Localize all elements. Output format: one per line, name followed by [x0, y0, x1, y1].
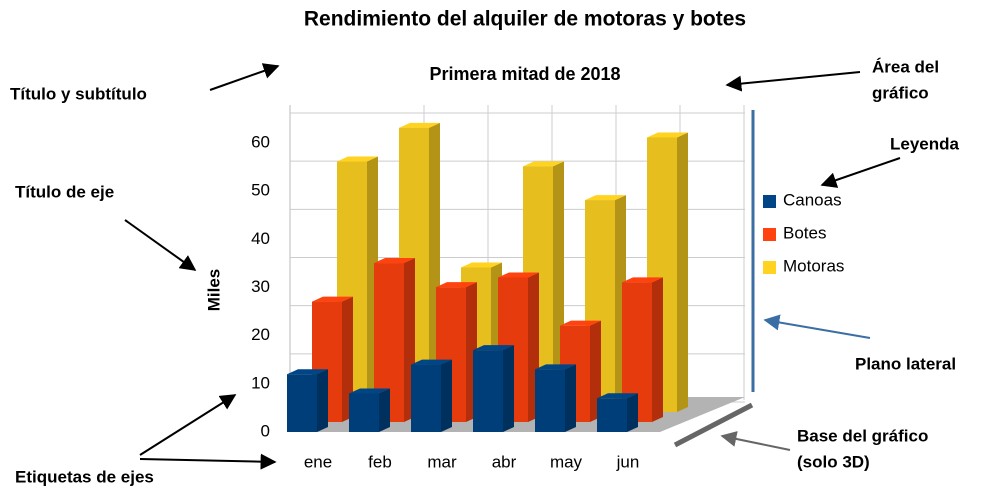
- bar: [411, 359, 452, 432]
- annotation: Leyenda: [890, 134, 960, 153]
- bar-front: [411, 364, 441, 432]
- bar-top: [312, 296, 353, 302]
- arrow: [725, 71, 861, 92]
- y-tick-label: 20: [251, 325, 270, 344]
- bar: [473, 345, 514, 432]
- bar-top: [560, 320, 601, 326]
- legend-swatch: [763, 261, 776, 274]
- x-tick-label: may: [550, 452, 583, 471]
- base-line: [673, 402, 754, 448]
- bar-top: [436, 282, 477, 288]
- bar-top: [349, 388, 390, 394]
- bar: [535, 364, 576, 432]
- bar-side: [379, 388, 390, 432]
- x-tick-label: abr: [492, 452, 517, 471]
- bar-top: [622, 277, 663, 283]
- bar-side: [503, 345, 514, 432]
- annotation: Base del gráfico: [797, 426, 928, 445]
- arrow: [720, 431, 791, 451]
- bar-top: [535, 364, 576, 370]
- bar-top: [498, 272, 539, 278]
- y-tick-label: 60: [251, 132, 270, 151]
- bar-front: [473, 350, 503, 432]
- annotation: Título y subtítulo: [10, 84, 147, 103]
- bar-side: [677, 132, 688, 412]
- bar-side: [565, 364, 576, 432]
- arrow: [820, 157, 901, 188]
- bar-top: [411, 359, 452, 365]
- y-tick-label: 0: [261, 421, 270, 440]
- bar-side: [652, 277, 663, 422]
- bar-top: [585, 195, 626, 201]
- chart-title: Rendimiento del alquiler de motoras y bo…: [304, 8, 746, 31]
- bar-side: [590, 320, 601, 422]
- bar-top: [287, 369, 328, 375]
- y-tick-label: 10: [251, 373, 270, 392]
- annotation: Título de eje: [15, 182, 114, 201]
- bar-front: [349, 393, 379, 432]
- legend-swatch: [763, 195, 776, 208]
- bar: [287, 369, 328, 432]
- arrow: [763, 314, 871, 339]
- bar-side: [627, 393, 638, 432]
- legend-swatch: [763, 228, 776, 241]
- y-axis-title: Miles: [204, 269, 223, 312]
- bar-top: [597, 393, 638, 399]
- bar-top: [647, 132, 688, 138]
- annotation: Área del: [872, 57, 939, 76]
- bar-side: [342, 296, 353, 422]
- annotation: gráfico: [872, 83, 929, 102]
- bar-top: [374, 258, 415, 264]
- bar-side: [441, 359, 452, 432]
- bar: [622, 277, 663, 422]
- bar: [597, 393, 638, 432]
- bar-front: [287, 374, 317, 432]
- bar-top: [399, 122, 440, 128]
- annotation: (solo 3D): [797, 452, 870, 471]
- x-tick-label: feb: [368, 452, 392, 471]
- legend-label: Motoras: [783, 256, 844, 275]
- arrow: [209, 63, 280, 91]
- legend-label: Botes: [783, 223, 826, 242]
- bar-front: [535, 369, 565, 432]
- bar-top: [337, 156, 378, 162]
- y-tick-label: 40: [251, 229, 270, 248]
- bar: [349, 388, 390, 432]
- chart-subtitle: Primera mitad de 2018: [429, 64, 620, 84]
- arrow: [139, 394, 237, 456]
- annotation: Plano lateral: [855, 354, 956, 373]
- x-tick-label: mar: [427, 452, 457, 471]
- arrow: [124, 219, 197, 271]
- bar-front: [597, 398, 627, 432]
- x-tick-label: jun: [616, 452, 640, 471]
- bar-top: [461, 262, 502, 268]
- bar-top: [523, 161, 564, 167]
- bar-side: [317, 369, 328, 432]
- arrow: [139, 453, 277, 470]
- y-tick-label: 30: [251, 277, 270, 296]
- legend-label: Canoas: [783, 190, 842, 209]
- annotation: Etiquetas de ejes: [15, 467, 154, 486]
- x-tick-label: ene: [304, 452, 332, 471]
- y-tick-label: 50: [251, 181, 270, 200]
- bar-top: [473, 345, 514, 351]
